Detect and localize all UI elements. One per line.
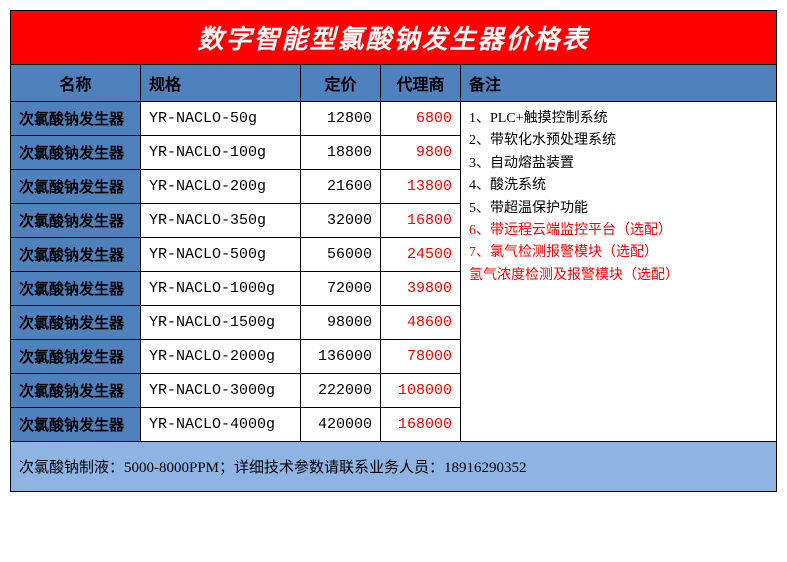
remark-line: 氢气浓度检测及报警模块（选配）	[469, 265, 768, 287]
cell-name: 次氯酸钠发生器	[11, 374, 141, 408]
cell-spec: YR-NACLO-1500g	[141, 306, 301, 340]
table-row: 次氯酸钠发生器YR-NACLO-200g2160013800	[11, 170, 461, 204]
remark-line: 5、带超温保护功能	[469, 198, 768, 220]
table-row: 次氯酸钠发生器YR-NACLO-50g128006800	[11, 102, 461, 136]
cell-name: 次氯酸钠发生器	[11, 204, 141, 238]
cell-spec: YR-NACLO-200g	[141, 170, 301, 204]
cell-spec: YR-NACLO-1000g	[141, 272, 301, 306]
footer-note: 次氯酸钠制液：5000-8000PPM；详细技术参数请联系业务人员：189162…	[11, 442, 776, 491]
cell-name: 次氯酸钠发生器	[11, 272, 141, 306]
cell-name: 次氯酸钠发生器	[11, 136, 141, 170]
table-row: 次氯酸钠发生器YR-NACLO-4000g420000168000	[11, 408, 461, 442]
table-row: 次氯酸钠发生器YR-NACLO-2000g13600078000	[11, 340, 461, 374]
remark-line: 1、PLC+触摸控制系统	[469, 108, 768, 130]
table-title: 数字智能型氯酸钠发生器价格表	[11, 11, 776, 65]
remark-line: 7、氯气检测报警模块（选配）	[469, 242, 768, 264]
cell-price: 136000	[301, 340, 381, 374]
remark-line: 4、酸洗系统	[469, 175, 768, 197]
remark-line: 6、带远程云端监控平台（选配）	[469, 220, 768, 242]
header-spec: 规格	[141, 65, 301, 102]
cell-agent: 168000	[381, 408, 461, 442]
cell-price: 420000	[301, 408, 381, 442]
cell-agent: 13800	[381, 170, 461, 204]
cell-spec: YR-NACLO-50g	[141, 102, 301, 136]
cell-agent: 78000	[381, 340, 461, 374]
data-grid: 次氯酸钠发生器YR-NACLO-50g128006800次氯酸钠发生器YR-NA…	[11, 102, 461, 442]
cell-name: 次氯酸钠发生器	[11, 238, 141, 272]
header-row: 名称 规格 定价 代理商 备注	[11, 65, 776, 102]
cell-name: 次氯酸钠发生器	[11, 102, 141, 136]
header-price: 定价	[301, 65, 381, 102]
cell-price: 18800	[301, 136, 381, 170]
header-name: 名称	[11, 65, 141, 102]
cell-agent: 9800	[381, 136, 461, 170]
cell-spec: YR-NACLO-2000g	[141, 340, 301, 374]
price-table: 数字智能型氯酸钠发生器价格表 名称 规格 定价 代理商 备注 次氯酸钠发生器YR…	[10, 10, 777, 492]
cell-spec: YR-NACLO-100g	[141, 136, 301, 170]
table-row: 次氯酸钠发生器YR-NACLO-1500g9800048600	[11, 306, 461, 340]
table-row: 次氯酸钠发生器YR-NACLO-1000g7200039800	[11, 272, 461, 306]
table-row: 次氯酸钠发生器YR-NACLO-500g5600024500	[11, 238, 461, 272]
cell-price: 72000	[301, 272, 381, 306]
header-agent: 代理商	[381, 65, 461, 102]
cell-spec: YR-NACLO-4000g	[141, 408, 301, 442]
header-remark: 备注	[461, 65, 776, 102]
cell-price: 98000	[301, 306, 381, 340]
cell-spec: YR-NACLO-350g	[141, 204, 301, 238]
cell-name: 次氯酸钠发生器	[11, 340, 141, 374]
table-row: 次氯酸钠发生器YR-NACLO-100g188009800	[11, 136, 461, 170]
cell-name: 次氯酸钠发生器	[11, 306, 141, 340]
cell-name: 次氯酸钠发生器	[11, 170, 141, 204]
cell-price: 12800	[301, 102, 381, 136]
cell-agent: 24500	[381, 238, 461, 272]
cell-name: 次氯酸钠发生器	[11, 408, 141, 442]
table-body: 次氯酸钠发生器YR-NACLO-50g128006800次氯酸钠发生器YR-NA…	[11, 102, 776, 442]
cell-price: 21600	[301, 170, 381, 204]
table-row: 次氯酸钠发生器YR-NACLO-3000g222000108000	[11, 374, 461, 408]
remark-line: 2、带软化水预处理系统	[469, 130, 768, 152]
cell-spec: YR-NACLO-500g	[141, 238, 301, 272]
remark-line: 3、自动熔盐装置	[469, 153, 768, 175]
cell-price: 222000	[301, 374, 381, 408]
cell-spec: YR-NACLO-3000g	[141, 374, 301, 408]
cell-agent: 6800	[381, 102, 461, 136]
cell-price: 32000	[301, 204, 381, 238]
table-row: 次氯酸钠发生器YR-NACLO-350g3200016800	[11, 204, 461, 238]
cell-price: 56000	[301, 238, 381, 272]
cell-agent: 16800	[381, 204, 461, 238]
cell-agent: 39800	[381, 272, 461, 306]
remark-cell: 1、PLC+触摸控制系统2、带软化水预处理系统3、自动熔盐装置4、酸洗系统5、带…	[461, 102, 776, 442]
cell-agent: 48600	[381, 306, 461, 340]
cell-agent: 108000	[381, 374, 461, 408]
